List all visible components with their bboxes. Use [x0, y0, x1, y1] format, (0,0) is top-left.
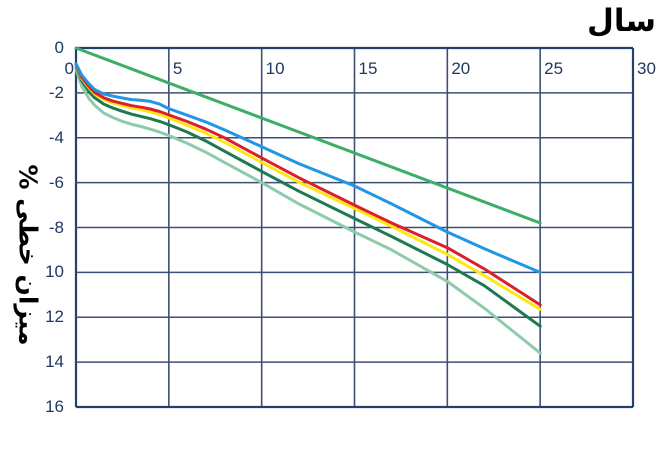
x-tick-label: 30: [637, 59, 656, 78]
y-tick-label: 0: [54, 38, 64, 57]
y-tick-label: 12: [45, 307, 64, 327]
series-line-green-linear-curve: [74, 46, 542, 225]
x-tick-label: 5: [172, 59, 183, 78]
y-axis-title: میزان خطی %: [13, 164, 43, 346]
series-line-light-green-curve: [74, 67, 542, 355]
y-tick-label: 10: [45, 262, 64, 282]
y-tick-label: -4: [48, 127, 64, 147]
x-tick-label: 20: [451, 59, 471, 78]
y-tick-label: 16: [45, 397, 64, 416]
y-tick-label: -2: [48, 82, 64, 102]
x-axis-title: سال: [586, 3, 656, 39]
x-tick-label: 25: [544, 59, 564, 78]
x-tick-label: 15: [358, 59, 378, 78]
y-tick-label: -8: [48, 217, 64, 237]
y-tick-label: 14: [45, 352, 64, 372]
series-line-dark-green-curve: [74, 64, 542, 328]
series-line-red-curve: [74, 62, 542, 307]
x-tick-label: 10: [265, 59, 285, 78]
x-tick-label: 0: [64, 59, 74, 78]
series-line-blue-curve: [74, 62, 542, 274]
y-tick-label: -6: [48, 172, 64, 192]
